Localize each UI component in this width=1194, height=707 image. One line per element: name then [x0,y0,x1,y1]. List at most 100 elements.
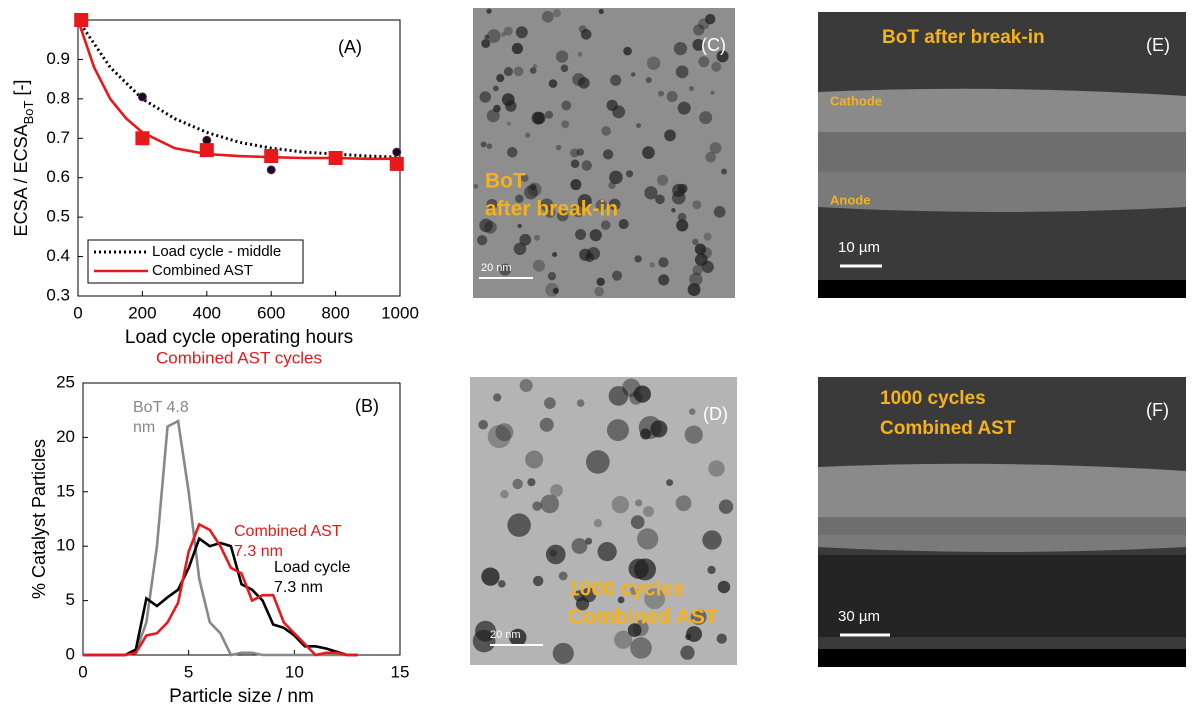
series-annotation: Load cycle [274,559,351,576]
particle [612,496,629,513]
particle [721,169,727,175]
particle [631,515,645,529]
panel-label: (A) [338,37,362,57]
scale-label: 20 nm [481,262,512,274]
particle [556,145,561,150]
particle [619,219,629,229]
particle [631,72,635,76]
electrode-layer [818,535,1186,552]
particle [689,408,696,415]
panel-label: (E) [1146,35,1170,55]
image-caption: after break-in [485,198,618,221]
particle [634,385,651,402]
x-tick-label: 15 [391,662,410,681]
particle [699,111,712,124]
marker [135,131,149,145]
particle [519,234,531,246]
plot-area [83,383,400,655]
particle [542,11,554,23]
legend-label: Load cycle - middle [152,243,281,260]
particle [612,105,625,118]
panel-label: (F) [1146,400,1169,420]
particle [609,386,629,406]
particle [570,148,579,157]
particle [658,257,668,267]
particle [674,42,687,55]
particle [498,580,506,588]
particle [614,631,632,649]
particle [505,100,517,112]
info-bar [818,280,1186,298]
y-tick-label: 0.8 [46,88,70,107]
marker [203,136,211,144]
y-label-sub: BoT [21,100,36,124]
layer-label: Anode [830,192,870,207]
particle [507,122,511,126]
panel-label: (B) [355,396,379,416]
particle [516,26,528,38]
particle [581,160,591,170]
particle [711,91,715,95]
y-tick-label: 20 [56,427,75,446]
particle [578,52,583,57]
particle [500,490,508,498]
particle [718,581,730,593]
image-caption: Combined AST [880,418,1016,439]
particle [579,25,587,33]
particle [504,67,513,76]
particle [473,184,478,189]
particle [612,271,622,281]
particle [480,91,492,103]
x-tick-label: 400 [193,303,221,322]
particle [610,75,621,86]
x-tick-label: 0 [73,303,82,322]
x-tick-label: 800 [321,303,349,322]
particle [507,513,530,536]
y-label-main: ECSA / ECSA [11,124,31,236]
particle [561,65,569,73]
particle [553,9,561,17]
particle [507,147,517,157]
particle [484,35,489,40]
particle [493,86,499,92]
y-tick-label: 25 [56,372,75,391]
particle [572,73,585,86]
panel-label: (C) [701,35,726,55]
marker [74,13,88,27]
particle [518,224,522,228]
particle [601,126,611,136]
particle [676,219,688,231]
x-axis-label: Particle size / nm [169,686,314,707]
particle [636,123,641,128]
particle [553,643,574,664]
particle [495,423,513,441]
scale-label: 10 µm [838,239,880,256]
y-tick-label: 0.5 [46,207,70,226]
x-tick-label: 600 [257,303,285,322]
particle [643,506,654,517]
electrode-layer [818,464,1186,517]
info-bar [818,649,1186,667]
legend-label: Combined AST [152,262,253,279]
marker [393,148,401,156]
image-caption: 1000 cycles [880,388,986,409]
particle [597,278,605,286]
layer-label: Cathode [830,93,882,108]
particle [512,479,522,489]
marker [200,143,214,157]
particle [719,500,733,514]
particle [512,43,523,54]
particle [685,426,703,444]
image-caption: BoT after break-in [882,27,1045,48]
particle [532,112,545,125]
particle [646,77,652,83]
particle [493,393,501,401]
x-axis-label: Load cycle operating hours [125,327,353,348]
particle [702,261,714,273]
particle [598,542,617,561]
particle [549,79,558,88]
particle [544,397,556,409]
particle [481,567,499,585]
series-annotation: nm [133,419,155,436]
y-tick-label: 0.6 [46,167,70,186]
